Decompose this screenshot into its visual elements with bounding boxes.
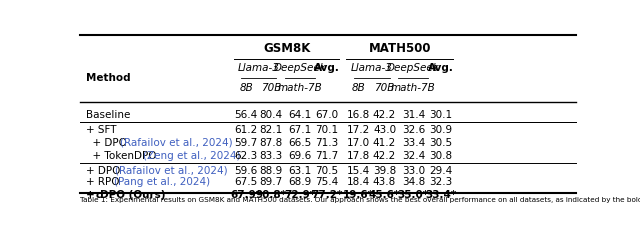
Text: 82.1: 82.1 [259, 125, 283, 135]
Text: 29.4: 29.4 [429, 166, 452, 176]
Text: math-7B: math-7B [277, 83, 322, 93]
Text: 62.3: 62.3 [234, 151, 258, 161]
Text: +: + [86, 190, 99, 200]
Text: 66.5: 66.5 [288, 138, 311, 148]
Text: 71.7: 71.7 [316, 151, 339, 161]
Text: 8B: 8B [352, 83, 365, 93]
Text: 16.8: 16.8 [347, 110, 371, 120]
Text: + DPO: + DPO [86, 166, 124, 176]
Text: 30.1: 30.1 [429, 110, 452, 120]
Text: (Pang et al., 2024): (Pang et al., 2024) [115, 177, 211, 188]
Text: (Zeng et al., 2024): (Zeng et al., 2024) [143, 151, 241, 161]
Text: 19.6*: 19.6* [343, 190, 374, 200]
Text: (Rafailov et al., 2024): (Rafailov et al., 2024) [115, 166, 228, 176]
Text: 31.4: 31.4 [402, 110, 425, 120]
Text: 43.0: 43.0 [373, 125, 396, 135]
Text: 33.4: 33.4 [402, 138, 425, 148]
Text: 63.1: 63.1 [288, 166, 311, 176]
Text: 17.0: 17.0 [347, 138, 371, 148]
Text: 75.4: 75.4 [316, 177, 339, 188]
Text: + SFT: + SFT [86, 125, 116, 135]
Text: 90.8*: 90.8* [255, 190, 287, 200]
Text: + DPO: + DPO [86, 138, 130, 148]
Text: DeepSeek: DeepSeek [387, 63, 440, 73]
Text: Baseline: Baseline [86, 110, 131, 120]
Text: 30.8: 30.8 [429, 151, 452, 161]
Text: 33.0: 33.0 [402, 166, 425, 176]
Text: + TokenDPO: + TokenDPO [86, 151, 160, 161]
Text: 68.9: 68.9 [288, 177, 311, 188]
Text: 71.3: 71.3 [316, 138, 339, 148]
Text: Avg.: Avg. [428, 63, 454, 73]
Text: 8B: 8B [239, 83, 253, 93]
Text: 43.8: 43.8 [373, 177, 396, 188]
Text: 64.1: 64.1 [288, 110, 311, 120]
Text: 59.7: 59.7 [234, 138, 258, 148]
Text: 41.2: 41.2 [373, 138, 396, 148]
Text: 77.2*: 77.2* [311, 190, 342, 200]
Text: 67.9*: 67.9* [230, 190, 262, 200]
Text: 32.6: 32.6 [402, 125, 425, 135]
Text: Llama-3: Llama-3 [237, 63, 280, 73]
Text: (Rafailov et al., 2024): (Rafailov et al., 2024) [120, 138, 233, 148]
Text: 56.4: 56.4 [234, 110, 258, 120]
Text: Table 1: Experimental results on GSM8K and MATH500 datasets. Our approach shows : Table 1: Experimental results on GSM8K a… [80, 197, 640, 203]
Text: Avg.: Avg. [314, 63, 340, 73]
Text: 89.7: 89.7 [259, 177, 283, 188]
Text: Method: Method [86, 73, 131, 83]
Text: 72.9*: 72.9* [284, 190, 316, 200]
Text: 32.4: 32.4 [402, 151, 425, 161]
Text: 87.8: 87.8 [259, 138, 283, 148]
Text: GSM8K: GSM8K [263, 42, 310, 55]
Text: math-7B: math-7B [391, 83, 436, 93]
Text: 70B: 70B [374, 83, 395, 93]
Text: 70.1: 70.1 [316, 125, 339, 135]
Text: 59.6: 59.6 [234, 166, 258, 176]
Text: 35.0*: 35.0* [397, 190, 429, 200]
Text: 67.0: 67.0 [316, 110, 339, 120]
Text: DPO (Ours): DPO (Ours) [100, 190, 166, 200]
Text: 70.5: 70.5 [316, 166, 339, 176]
Text: 83.3: 83.3 [259, 151, 283, 161]
Text: 30.5: 30.5 [429, 138, 452, 148]
Text: MATH500: MATH500 [369, 42, 431, 55]
Text: 69.6: 69.6 [288, 151, 311, 161]
Text: 39.8: 39.8 [373, 166, 396, 176]
Text: 45.6*: 45.6* [369, 190, 400, 200]
Text: 67.5: 67.5 [234, 177, 258, 188]
Text: 32.3: 32.3 [429, 177, 452, 188]
Text: 17.2: 17.2 [347, 125, 371, 135]
Text: 80.4: 80.4 [259, 110, 282, 120]
Text: 18.4: 18.4 [347, 177, 371, 188]
Text: 15.4: 15.4 [347, 166, 371, 176]
Text: 42.2: 42.2 [373, 151, 396, 161]
Text: 17.8: 17.8 [347, 151, 371, 161]
Text: 34.8: 34.8 [402, 177, 425, 188]
Text: Llama-3: Llama-3 [351, 63, 392, 73]
Text: 70B: 70B [260, 83, 281, 93]
Text: 42.2: 42.2 [373, 110, 396, 120]
Text: 67.1: 67.1 [288, 125, 311, 135]
Text: 30.9: 30.9 [429, 125, 452, 135]
Text: 88.9: 88.9 [259, 166, 283, 176]
Text: 33.4*: 33.4* [425, 190, 456, 200]
Text: + RPO: + RPO [86, 177, 123, 188]
Text: DeepSeek: DeepSeek [273, 63, 326, 73]
Text: 61.2: 61.2 [234, 125, 258, 135]
Text: c: c [95, 190, 102, 200]
